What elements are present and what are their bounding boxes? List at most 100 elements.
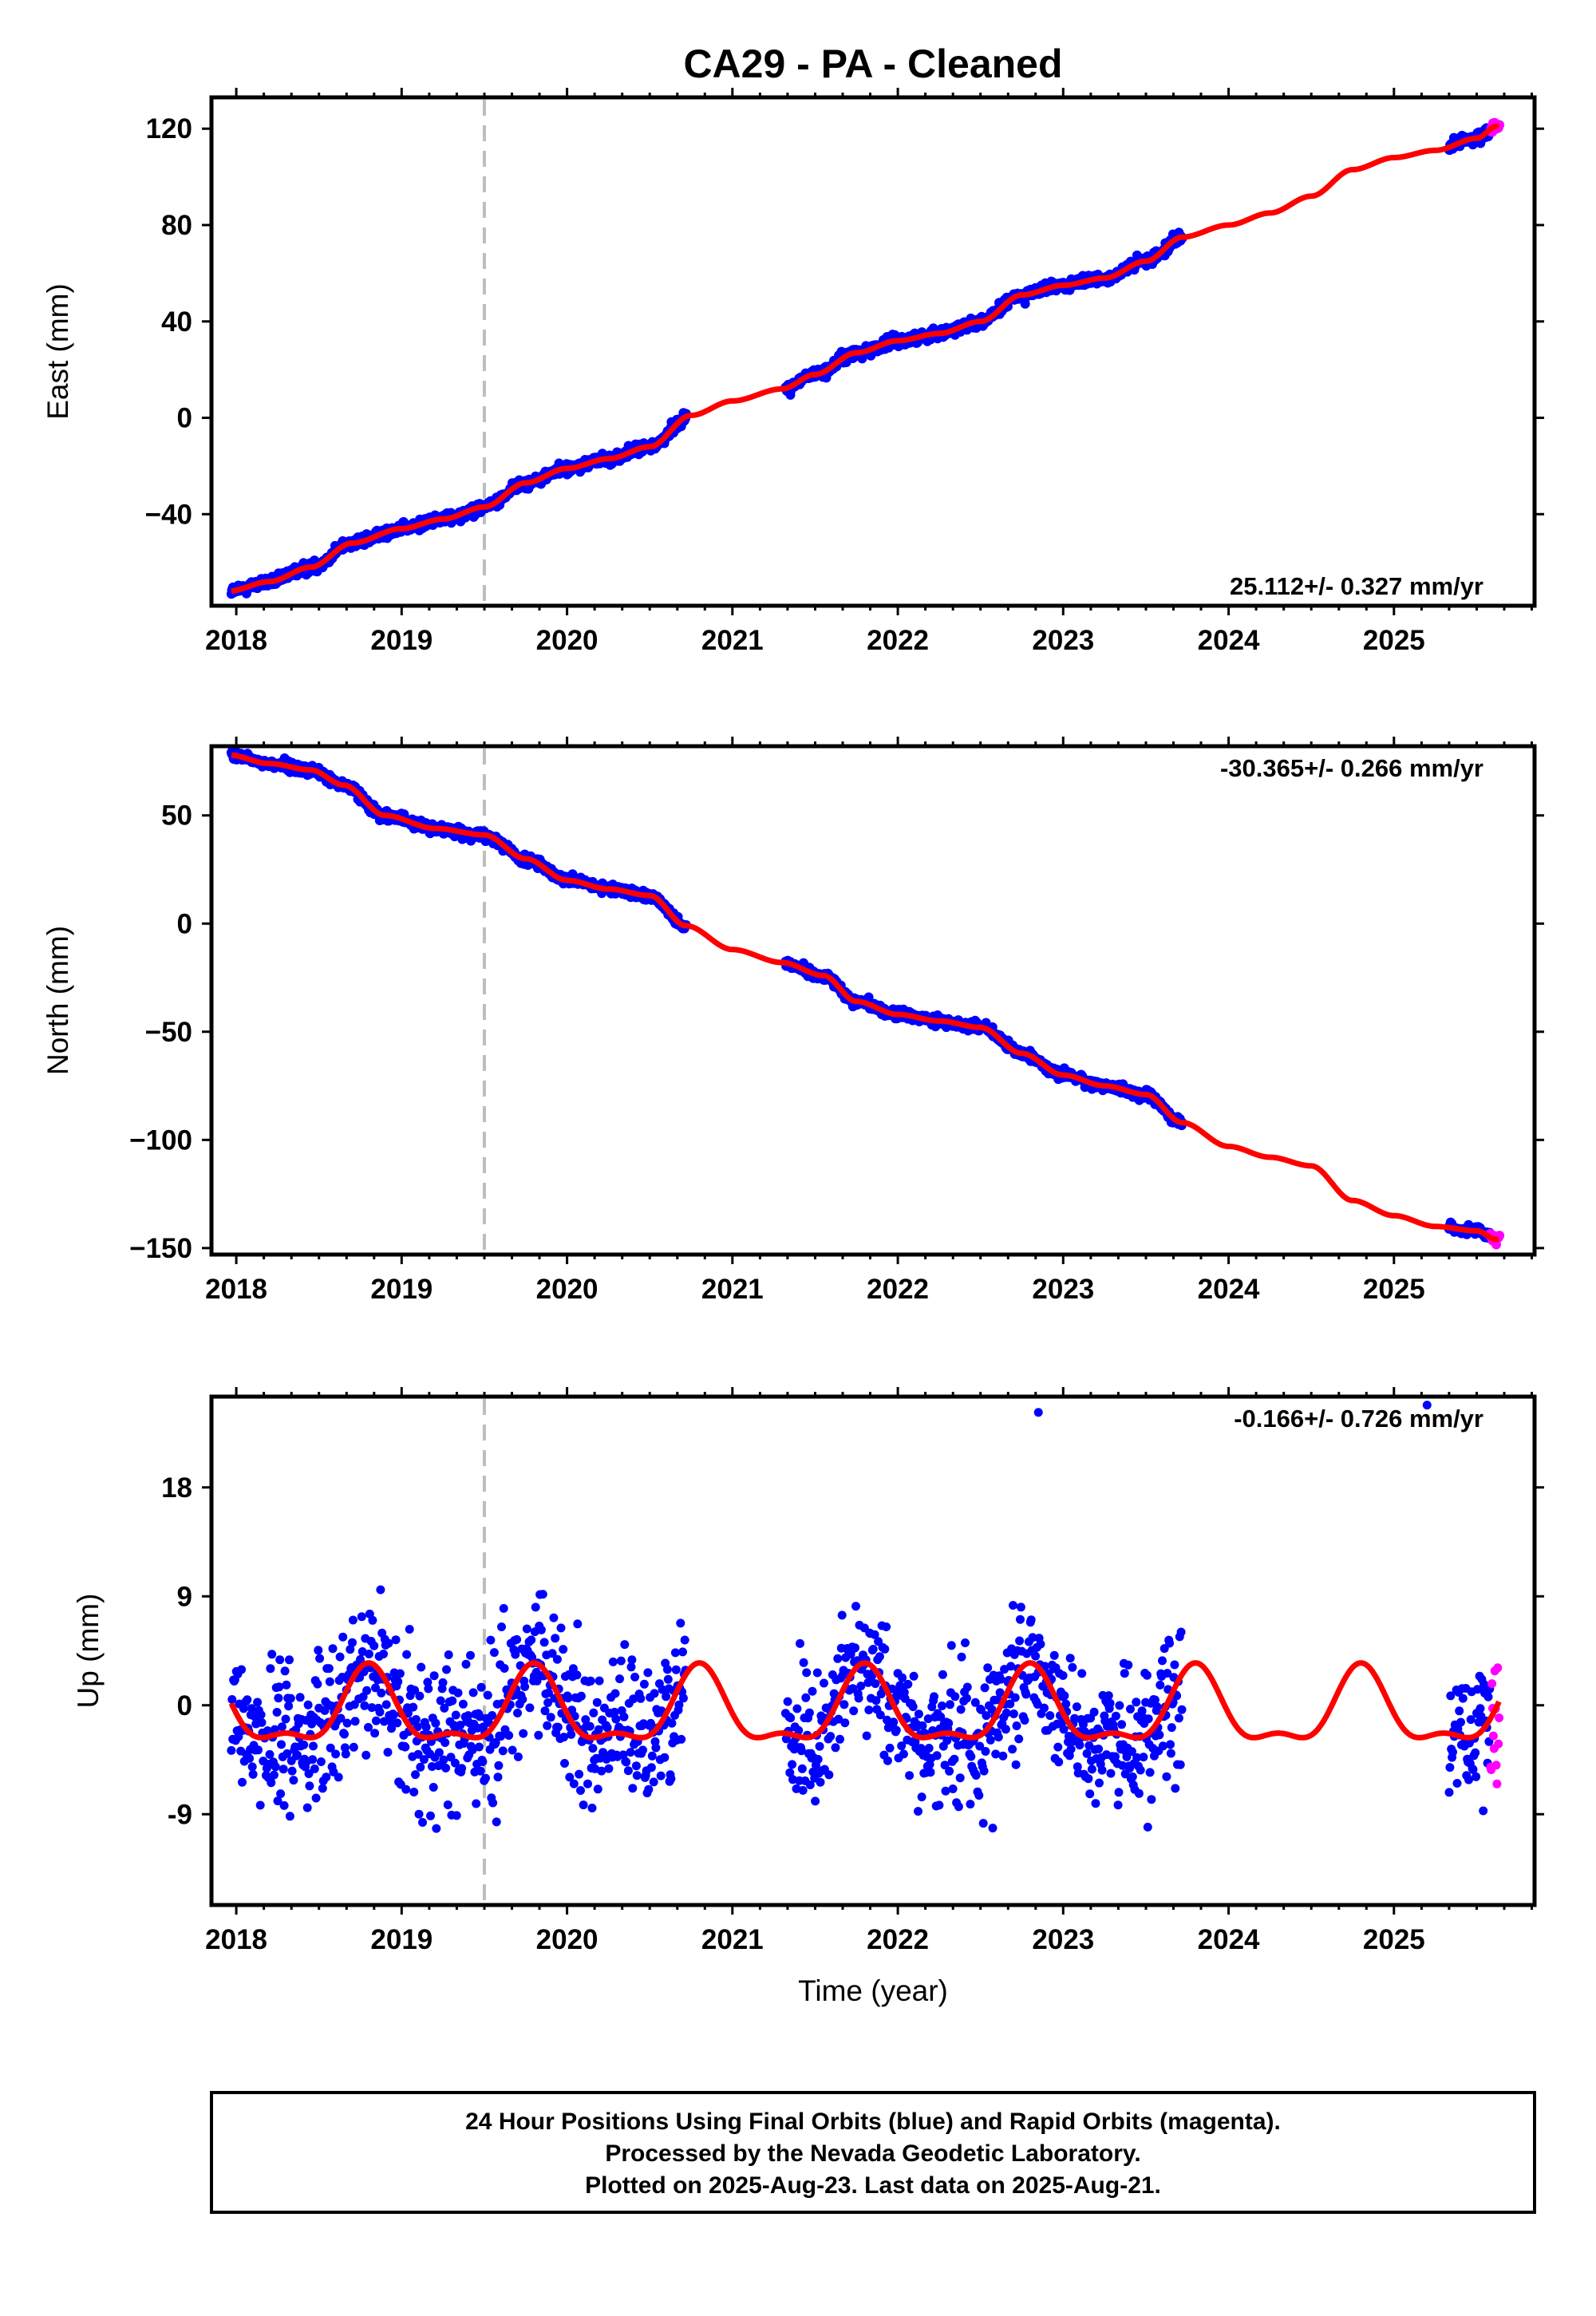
final-orbit-point	[799, 1658, 808, 1667]
x-tick-label: 2019	[370, 1274, 433, 1305]
final-orbit-point	[944, 1718, 954, 1728]
final-orbit-point	[815, 1741, 824, 1751]
x-tick-label: 2023	[1032, 625, 1094, 656]
final-orbit-point	[586, 1676, 595, 1686]
final-orbit-point	[1165, 1638, 1175, 1648]
final-orbit-point	[1036, 1639, 1045, 1649]
y-tick-label: 40	[161, 306, 192, 338]
final-orbit-point	[1158, 1741, 1167, 1751]
final-orbit-point	[811, 1796, 820, 1806]
final-orbit-point	[820, 1678, 828, 1688]
data-points	[226, 746, 1505, 1250]
final-orbit-point	[458, 1699, 468, 1709]
rapid-orbit-point	[1488, 1731, 1498, 1741]
final-orbit-point	[583, 1779, 592, 1788]
final-orbit-point	[783, 1697, 792, 1706]
final-orbit-point	[1124, 1660, 1133, 1670]
x-tick-label: 2019	[370, 625, 433, 656]
rate-label: -0.166+/- 0.726 mm/yr	[1234, 1405, 1483, 1433]
final-orbit-point	[650, 1689, 659, 1698]
final-orbit-point	[579, 1800, 588, 1810]
final-orbit-point	[285, 1655, 294, 1665]
final-orbit-point	[1012, 1721, 1021, 1730]
final-orbit-point	[1009, 1601, 1017, 1610]
final-orbit-point	[328, 1644, 338, 1654]
final-orbit-point	[646, 1763, 656, 1773]
final-orbit-point	[854, 1694, 863, 1703]
final-orbit-point	[254, 1745, 263, 1755]
final-orbit-point	[934, 1800, 944, 1810]
final-orbit-point	[472, 1799, 481, 1808]
final-orbit-point	[1091, 1799, 1100, 1808]
final-orbit-point	[918, 1721, 927, 1730]
final-orbit-point	[1001, 1725, 1010, 1734]
final-orbit-point	[314, 1646, 323, 1655]
final-orbit-point	[375, 1707, 385, 1717]
final-orbit-point	[1139, 1753, 1148, 1762]
final-orbit-point	[376, 1585, 385, 1595]
final-orbit-point	[567, 1729, 576, 1739]
final-orbit-point	[883, 1756, 892, 1765]
final-orbit-point	[416, 1762, 425, 1772]
final-orbit-point	[962, 1682, 972, 1692]
x-tick-label: 2024	[1198, 1924, 1260, 1955]
final-orbit-point	[395, 1669, 405, 1678]
y-tick-label: 80	[161, 210, 192, 241]
x-tick-label: 2023	[1032, 1274, 1094, 1305]
final-orbit-point	[512, 1634, 522, 1644]
final-orbit-point	[1483, 1692, 1493, 1701]
final-orbit-point	[436, 1696, 445, 1705]
east-panel: 2018 2019 2020 2021 2022 2023 2024 202512080400…	[41, 88, 1544, 656]
rapid-orbit-point	[1492, 1779, 1502, 1788]
final-orbit-point	[592, 1697, 602, 1707]
final-orbit-point	[909, 1671, 918, 1681]
final-orbit-point	[1162, 1772, 1171, 1781]
final-orbit-point	[851, 1643, 859, 1653]
final-orbit-point	[1014, 1734, 1024, 1744]
final-orbit-point	[1016, 1614, 1025, 1624]
final-orbit-point	[798, 1785, 808, 1795]
final-orbit-point	[508, 1745, 517, 1755]
final-orbit-point	[371, 1716, 381, 1725]
final-orbit-point	[647, 1751, 657, 1761]
final-orbit-point	[338, 1632, 348, 1642]
final-orbit-point	[1066, 1745, 1076, 1754]
final-orbit-point	[513, 1752, 523, 1761]
x-tick-label: 2021	[701, 1924, 764, 1955]
final-orbit-point	[525, 1703, 535, 1713]
final-orbit-point	[335, 1652, 345, 1662]
final-orbit-point	[868, 1645, 878, 1654]
final-orbit-point	[285, 1812, 294, 1821]
final-orbit-point	[1095, 1778, 1104, 1788]
final-orbit-point	[1176, 1627, 1186, 1637]
final-orbit-point	[409, 1788, 419, 1796]
up-panel: 2018 2019 2020 2021 2022 2023 2024 20251890-9Up…	[72, 1387, 1544, 2007]
final-orbit-point	[498, 1746, 508, 1756]
final-orbit-point	[277, 1740, 286, 1749]
final-orbit-point	[426, 1811, 435, 1820]
final-orbit-point	[938, 1701, 946, 1710]
final-orbit-point	[802, 1668, 812, 1678]
final-orbit-point	[492, 1817, 501, 1827]
y-tick-label: 18	[161, 1472, 192, 1504]
final-orbit-point	[1016, 1603, 1025, 1612]
final-orbit-point	[275, 1655, 285, 1665]
final-orbit-point	[1142, 1670, 1152, 1680]
final-orbit-point	[1008, 1745, 1017, 1754]
final-orbit-point	[917, 1792, 926, 1802]
final-orbit-point	[945, 1766, 954, 1776]
final-orbit-point	[265, 1749, 275, 1759]
final-orbit-point	[552, 1654, 562, 1664]
final-orbit-point	[483, 1690, 492, 1700]
final-orbit-point	[536, 1625, 546, 1634]
final-orbit-point	[1126, 1705, 1135, 1713]
final-orbit-point	[1455, 1706, 1464, 1716]
final-orbit-point	[432, 1824, 441, 1833]
final-orbit-point	[267, 1778, 276, 1788]
y-tick-label: 0	[177, 1690, 192, 1721]
final-orbit-point	[1010, 1693, 1020, 1702]
x-tick-label: 2021	[701, 625, 764, 656]
final-orbit-point	[1170, 1660, 1179, 1670]
x-tick-label: 2022	[867, 1924, 929, 1955]
final-orbit-point	[643, 1668, 653, 1678]
